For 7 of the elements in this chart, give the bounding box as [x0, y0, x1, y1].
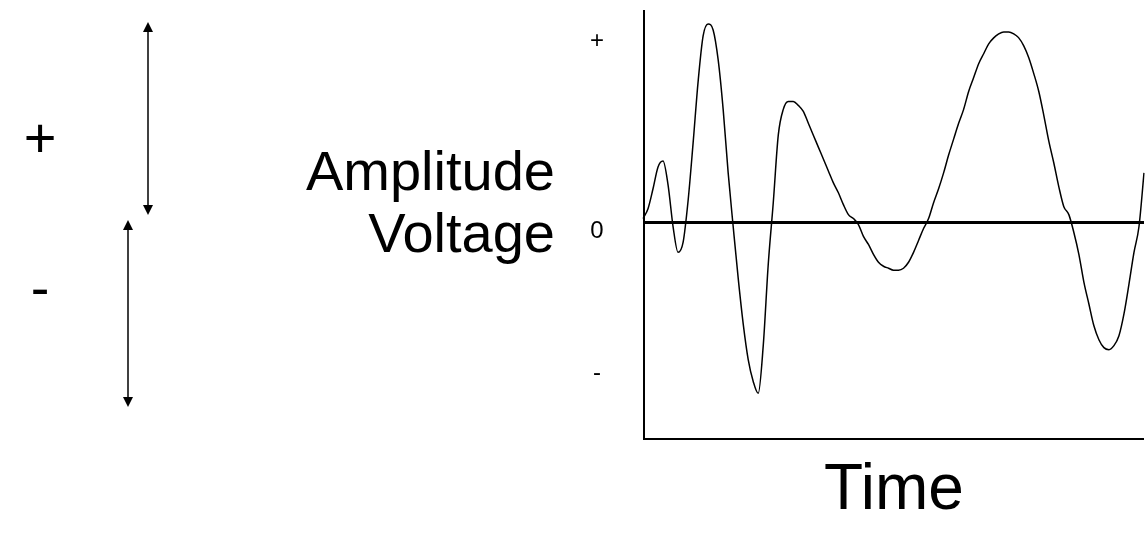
- text: +: [22, 106, 58, 169]
- text: 0: [589, 216, 605, 243]
- text: +: [589, 26, 605, 53]
- text: -: [592, 358, 602, 385]
- x-axis-title: Time: [823, 451, 965, 523]
- y-axis-title: Amplitude Voltage: [304, 139, 555, 264]
- text: -: [29, 256, 51, 319]
